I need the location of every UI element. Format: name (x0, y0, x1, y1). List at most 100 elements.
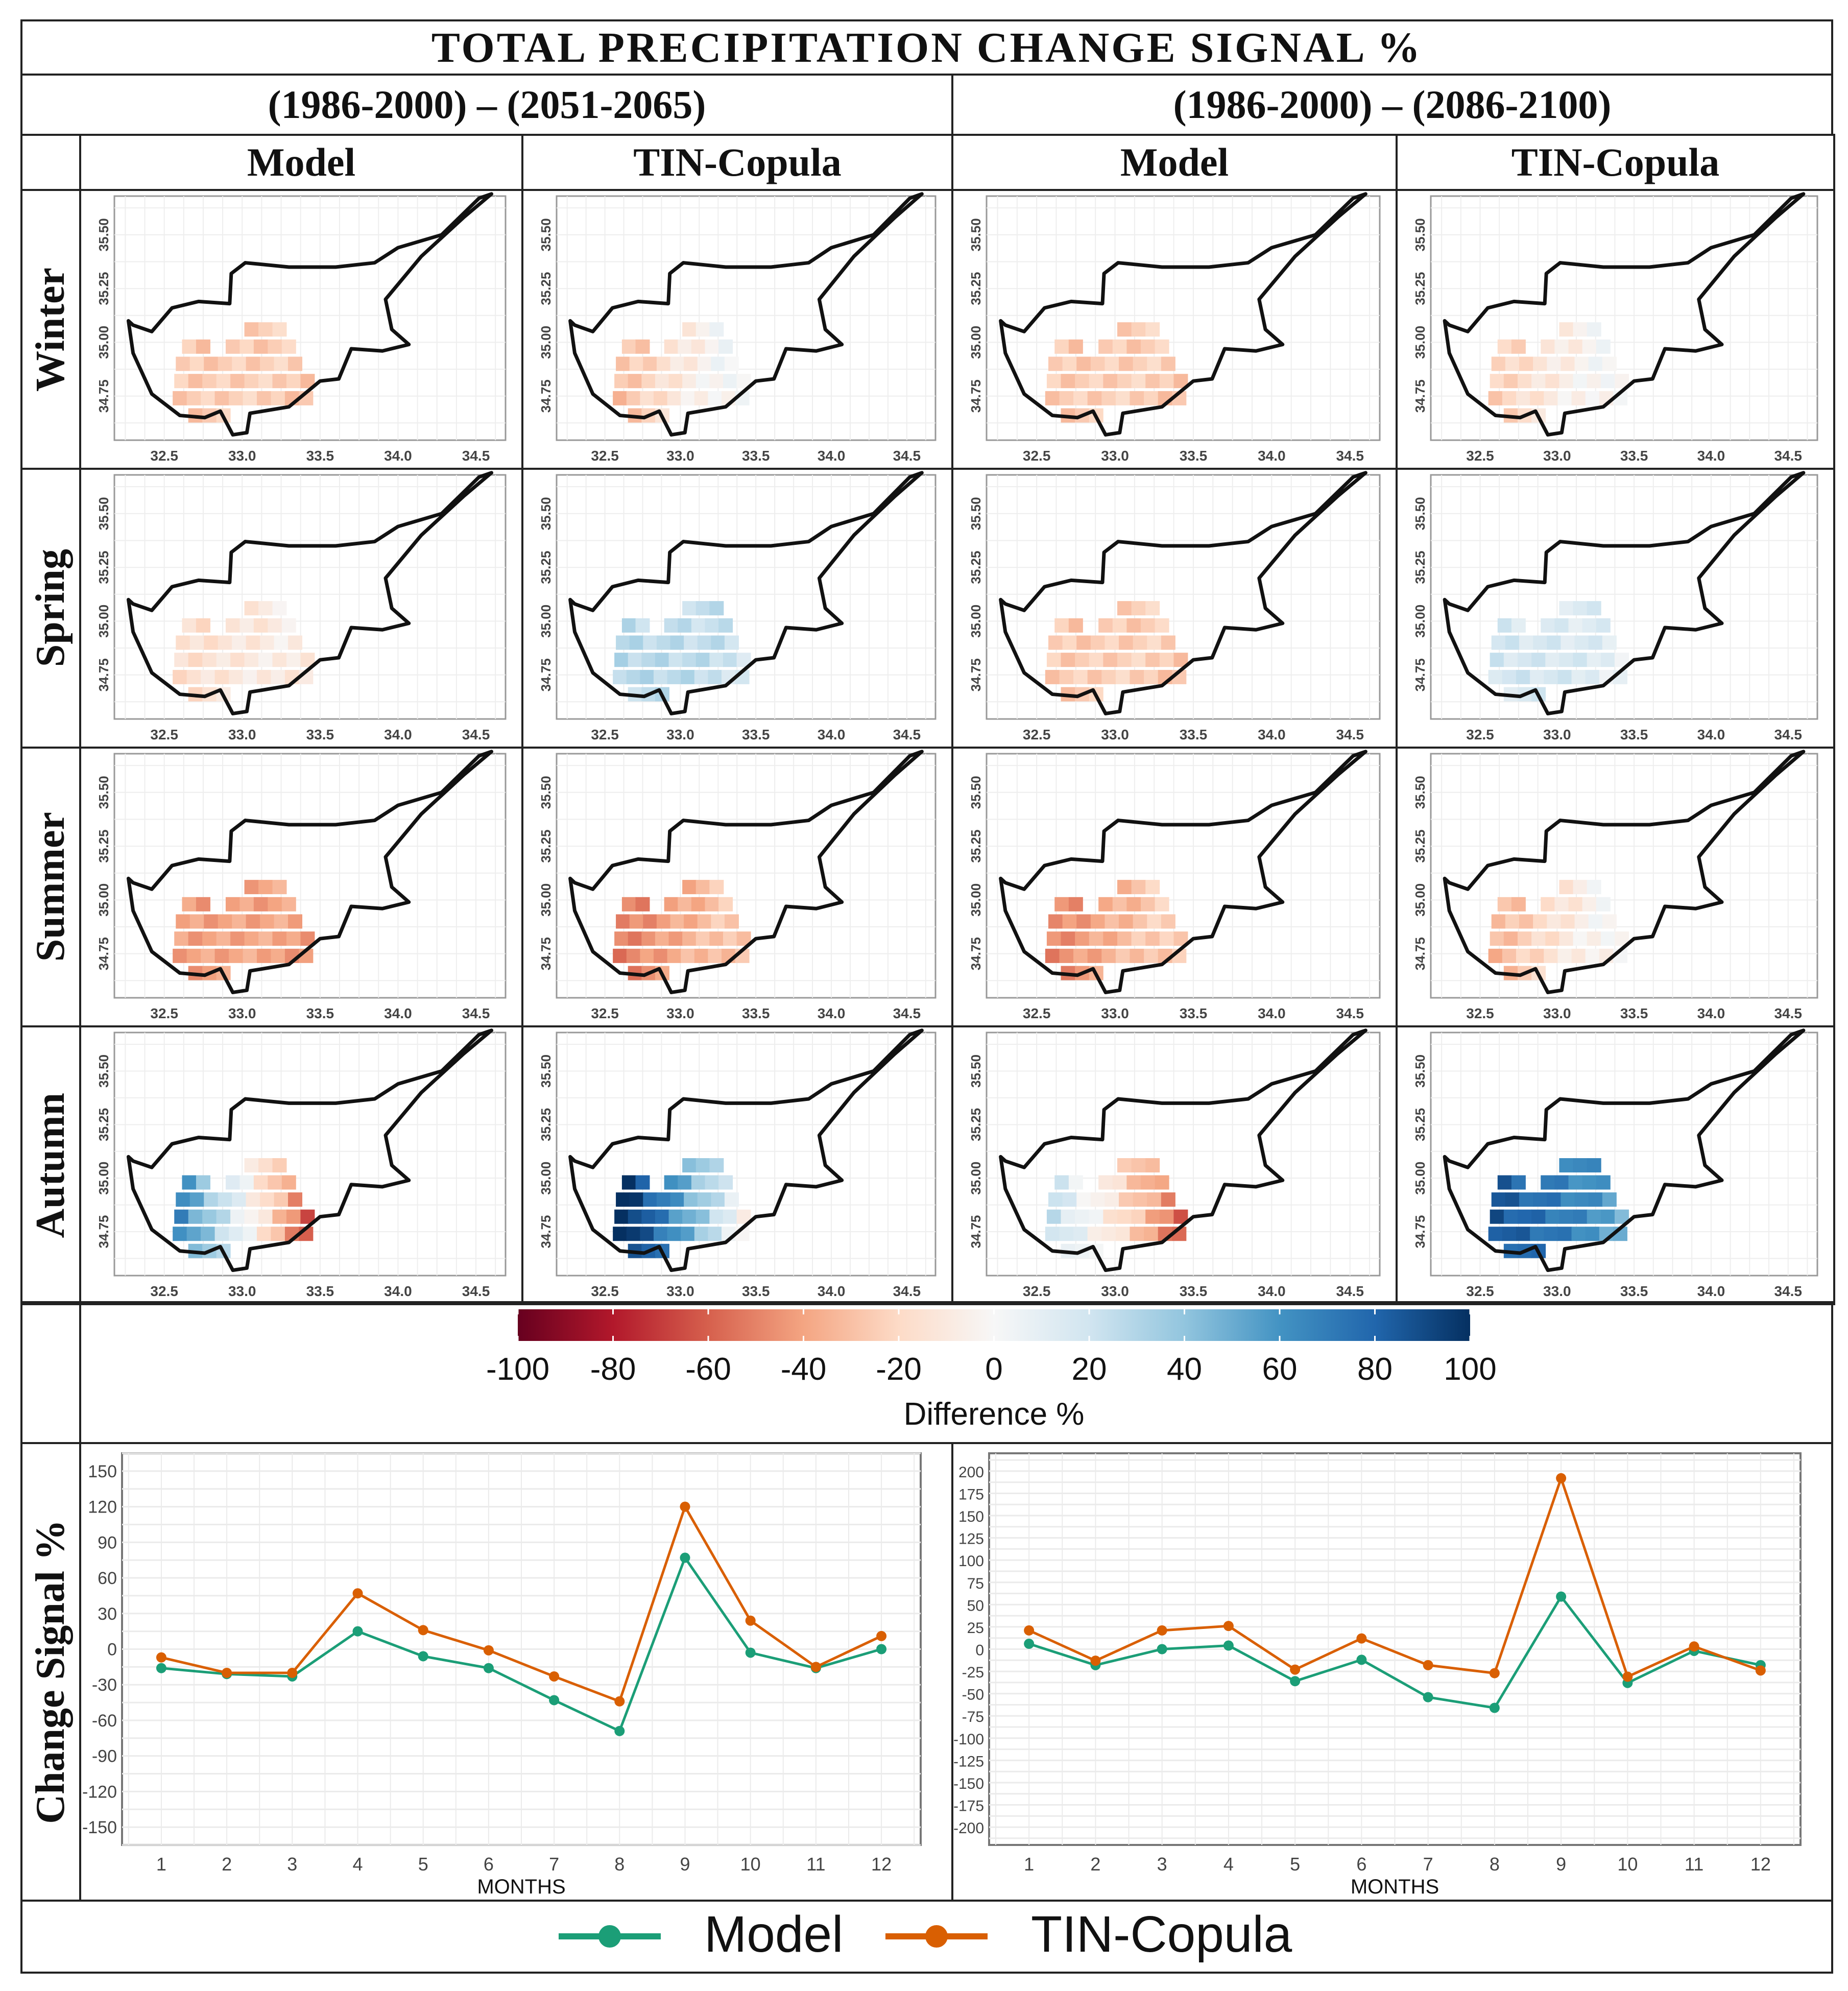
y-tick-label: 35.00 (96, 326, 111, 359)
grid-cell (244, 322, 259, 337)
grid-cell (682, 374, 697, 389)
y-tick-label: 35.50 (538, 1054, 554, 1088)
y-tick-label: 34.75 (968, 1215, 983, 1248)
grid-cell (1559, 931, 1574, 946)
season-label-text: Winter (28, 267, 73, 392)
y-tick-label: 90 (98, 1533, 117, 1552)
x-tick-label: 34.5 (893, 1283, 921, 1299)
grid-cell (1519, 914, 1533, 929)
grid-cell (684, 356, 699, 371)
grid-cell (724, 635, 739, 650)
grid-cell (201, 1227, 215, 1241)
grid-cell (705, 897, 719, 911)
grid-cell (1045, 1227, 1060, 1241)
grid-cell (1145, 601, 1160, 616)
grid-cell (718, 339, 733, 354)
grid-cell (1159, 374, 1174, 389)
x-tick-label: 11 (806, 1854, 825, 1875)
grid-cell (1571, 1227, 1586, 1241)
grid-cell (202, 374, 217, 389)
grid-cell (1112, 618, 1127, 633)
map-panel-winter-p2-tin-copula: 32.5 33.0 33.5 34.0 34.5 34.75 35.00 35.25 35.50 (1396, 189, 1835, 470)
colorbar-tick-label: 100 (1444, 1352, 1496, 1387)
grid-cell (1133, 1192, 1147, 1207)
grid-cell (225, 897, 240, 911)
grid-cell (202, 1209, 217, 1224)
grid-cell (268, 897, 282, 911)
grid-cell (243, 948, 257, 963)
grid-cell (1547, 635, 1562, 650)
y-tick-label: 35.25 (96, 272, 111, 305)
legend-label-1: TIN-Copula (1031, 1906, 1292, 1963)
grid-cell (258, 1209, 273, 1224)
grid-cell (1105, 635, 1119, 650)
data-point-tin-copula (222, 1667, 232, 1678)
grid-cell (678, 618, 692, 633)
grid-cell (1531, 1209, 1546, 1224)
grid-cell (1541, 339, 1555, 354)
grid-cell (691, 618, 706, 633)
grid-cell (1574, 356, 1589, 371)
grid-cell (629, 1192, 644, 1207)
grid-cell (684, 1192, 699, 1207)
x-tick-label: 6 (1356, 1854, 1366, 1875)
data-point-model (876, 1644, 887, 1654)
grid-cell (697, 914, 712, 929)
y-tick-label: 200 (958, 1464, 984, 1481)
y-tick-label: 35.50 (1412, 497, 1428, 530)
grid-cell (225, 1175, 240, 1190)
grid-cell (1087, 948, 1102, 963)
grid-cell (628, 931, 642, 946)
data-point-model (1423, 1692, 1433, 1702)
grid-cell (621, 618, 636, 633)
x-tick-label: 10 (1617, 1854, 1638, 1875)
grid-cell (271, 391, 285, 405)
grid-cell (1531, 931, 1546, 946)
grid-cell (616, 356, 631, 371)
grid-cell (201, 391, 215, 405)
grid-cell (1561, 356, 1575, 371)
grid-cell (286, 374, 301, 389)
grid-cell (268, 339, 282, 354)
grid-cell (640, 1227, 655, 1241)
x-tick-label: 33.5 (742, 727, 770, 742)
grid-cell (697, 1192, 712, 1207)
series-line-tin-copula (161, 1503, 882, 1704)
grid-cell (1519, 1192, 1533, 1207)
x-tick-label: 34.5 (1774, 1283, 1802, 1299)
grid-cell (1497, 897, 1512, 911)
grid-cell (258, 601, 273, 616)
y-tick-label: 35.25 (538, 272, 554, 305)
series-line-model (1028, 1594, 1761, 1710)
x-tick-label: 33.0 (1543, 1283, 1571, 1299)
grid-cell (230, 374, 245, 389)
grid-cell (232, 356, 247, 371)
grid-cell (1541, 897, 1555, 911)
x-tick-label: 4 (1223, 1854, 1234, 1875)
colorbar-tick-label: -80 (590, 1352, 636, 1387)
cyprus-outline (999, 471, 1367, 715)
grid-cell (626, 669, 641, 684)
data-point-tin-copula (1024, 1625, 1035, 1636)
grid-cell (643, 635, 658, 650)
grid-cell (1587, 880, 1601, 895)
grid-cell (1159, 1209, 1174, 1224)
grid-cell (1545, 653, 1560, 667)
grid-cell (1117, 322, 1132, 337)
grid-cell (613, 391, 628, 405)
grid-cell (1530, 391, 1545, 405)
grid-cell (614, 653, 629, 667)
grid-cell (188, 653, 203, 667)
grid-cell (1145, 931, 1160, 946)
map-panel-autumn-p1-tin-copula: 32.5 33.0 33.5 34.0 34.5 34.75 35.00 35.25 35.50 (521, 1025, 953, 1305)
grid-cell (613, 1227, 628, 1241)
grid-cell (1048, 356, 1063, 371)
grid-cell (1117, 880, 1132, 895)
grid-cell (1588, 914, 1603, 929)
grid-cell (1547, 356, 1562, 371)
data-point-model (352, 1626, 363, 1637)
grid-cell (253, 897, 268, 911)
x-axis-title: MONTHS (1351, 1876, 1439, 1898)
grid-cell (1117, 1158, 1132, 1173)
grid-cell (1571, 948, 1586, 963)
